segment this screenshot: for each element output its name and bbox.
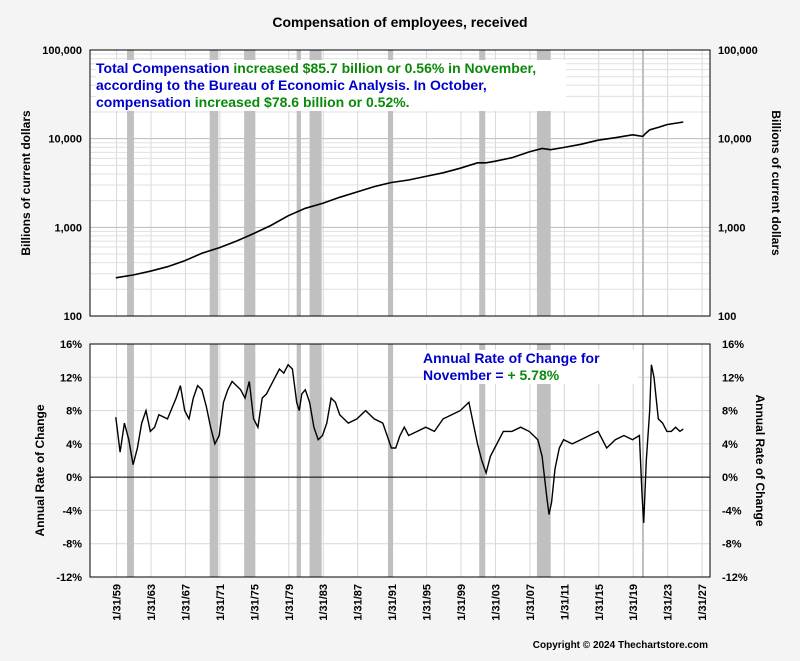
annotation-bottom-line1: Annual Rate of Change for (423, 350, 600, 366)
xtick-label: 1/31/59 (112, 584, 124, 621)
top-ytick-right: 10,000 (718, 134, 752, 146)
xtick-label: 1/31/91 (387, 584, 399, 621)
bottom-ytick-left: -4% (62, 505, 82, 517)
bottom-ytick-right: 4% (722, 439, 738, 451)
top-ytick-left: 100,000 (42, 45, 82, 57)
xtick-label: 1/31/99 (456, 584, 468, 621)
recession-band-bottom (641, 344, 644, 577)
top-annotation: Total Compensation increased $85.7 billi… (96, 60, 566, 111)
top-ytick-left: 100 (64, 311, 82, 323)
bottom-ytick-left: 12% (60, 372, 82, 384)
xtick-label: 1/31/23 (663, 584, 675, 621)
recession-band-top (296, 50, 301, 316)
annotation-bottom-line2a: November = (423, 367, 508, 383)
bottom-ytick-left: 4% (66, 439, 82, 451)
bottom-ytick-left: 16% (60, 339, 82, 351)
bottom-ytick-right: -8% (722, 539, 742, 551)
annotation-top-line1b: increased $85.7 billion or 0.56% in Nove… (233, 60, 537, 76)
bottom-annotation: Annual Rate of Change for November = + 5… (423, 350, 638, 384)
xtick-label: 1/31/71 (215, 584, 227, 621)
top-ylabel-right: Billions of current dollars (769, 110, 783, 256)
bottom-ytick-right: -4% (722, 505, 742, 517)
bottom-ytick-right: 0% (722, 472, 738, 484)
recession-band-bottom (309, 344, 322, 577)
recession-band-top (641, 50, 644, 316)
recession-band-bottom (244, 344, 256, 577)
xtick-label: 1/31/19 (628, 584, 640, 621)
xtick-label: 1/31/95 (422, 584, 434, 621)
recession-band-top (309, 50, 322, 316)
recession-band-top (209, 50, 219, 316)
annotation-top-line3a: compensation (96, 94, 195, 110)
bottom-ytick-right: 12% (722, 372, 744, 384)
bottom-ylabel-right: Annual Rate of Change (753, 394, 767, 526)
xtick-label: 1/31/11 (559, 584, 571, 620)
bottom-ylabel-left: Annual Rate of Change (33, 404, 47, 536)
annotation-top-line3b: increased $78.6 billion or 0.52%. (194, 94, 410, 110)
top-ytick-right: 100 (718, 311, 736, 323)
copyright-text: Copyright © 2024 Thechartstore.com (532, 640, 708, 651)
xtick-label: 1/31/79 (284, 584, 296, 621)
bottom-ytick-right: 16% (722, 339, 744, 351)
recession-band-top (244, 50, 256, 316)
recession-band-top (536, 50, 551, 316)
compensation-level-line (115, 121, 684, 279)
bottom-ytick-left: -12% (56, 572, 82, 584)
top-ytick-right: 1,000 (718, 222, 746, 234)
bottom-ytick-right: -12% (722, 572, 748, 584)
annotation-bottom-line2b: + 5.78% (507, 367, 560, 383)
xtick-label: 1/31/87 (353, 584, 365, 621)
recession-band-bottom (209, 344, 219, 577)
xtick-label: 1/31/75 (249, 584, 261, 621)
top-ytick-left: 10,000 (48, 134, 82, 146)
xtick-label: 1/31/07 (525, 584, 537, 621)
xtick-label: 1/31/15 (594, 584, 606, 621)
recession-band-bottom (387, 344, 394, 577)
xtick-label: 1/31/27 (697, 584, 709, 621)
recession-band-top (479, 50, 486, 316)
bottom-ytick-right: 8% (722, 406, 738, 418)
recession-band-bottom (536, 344, 551, 577)
xtick-label: 1/31/83 (318, 584, 330, 621)
top-ylabel-left: Billions of current dollars (19, 110, 33, 256)
recession-band-bottom (127, 344, 134, 577)
chart-layer: 100 100 1,000 1,000 10,000 10,000 100,000 100,0… (19, 45, 783, 621)
xtick-label: 1/31/63 (146, 584, 158, 621)
annual-rate-of-change-line (115, 363, 684, 523)
top-panel-border (89, 49, 711, 317)
recession-band-top (127, 50, 134, 316)
annotation-top-line2: according to the Bureau of Economic Anal… (96, 77, 487, 93)
top-ytick-left: 1,000 (54, 222, 82, 234)
xtick-label: 1/31/03 (490, 584, 502, 621)
annotation-top-line1a: Total Compensation (96, 60, 234, 76)
bottom-ytick-left: 0% (66, 472, 82, 484)
bottom-panel-border (89, 343, 711, 578)
recession-band-bottom (296, 344, 301, 577)
bottom-ytick-left: -8% (62, 539, 82, 551)
chart-title: Compensation of employees, received (272, 14, 528, 30)
xtick-label: 1/31/67 (180, 584, 192, 621)
bottom-ytick-left: 8% (66, 406, 82, 418)
top-ytick-right: 100,000 (718, 45, 758, 57)
